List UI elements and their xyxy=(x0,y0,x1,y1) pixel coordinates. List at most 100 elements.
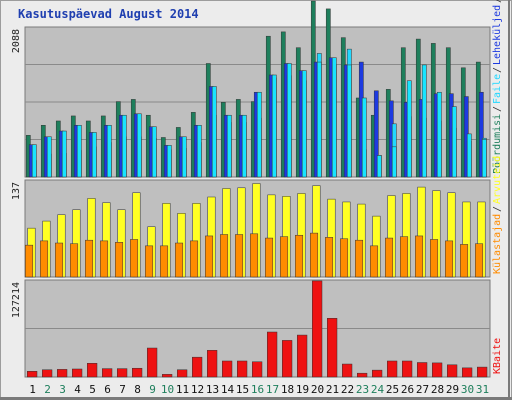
bar-top-Leheküljed-day-3 xyxy=(61,130,67,178)
chart-title: Kasutuspäevad August 2014 xyxy=(18,7,199,21)
x-tick-label-day-31: 31 xyxy=(476,383,489,396)
legend-top-separator-0: / xyxy=(492,106,503,112)
bar-top-Leheküljed-day-21 xyxy=(331,57,337,178)
bar-bottom-KBaite-day-2 xyxy=(42,369,53,378)
bar-top-Leheküljed-day-6 xyxy=(106,125,112,178)
bar-bottom-KBaite-day-21 xyxy=(327,318,338,378)
bar-bottom-KBaite-day-8 xyxy=(132,367,143,378)
x-tick-label-day-16: 16 xyxy=(251,383,264,396)
x-tick-label-day-15: 15 xyxy=(236,383,249,396)
bar-middle-Arvuteid-day-4 xyxy=(70,243,79,278)
x-tick-label-day-8: 8 xyxy=(134,383,141,396)
legend-middle-separator-0: / xyxy=(492,206,503,212)
bar-middle-Arvuteid-day-11 xyxy=(175,242,184,278)
bar-top-Leheküljed-day-10 xyxy=(166,145,172,178)
bar-top-Leheküljed-day-18 xyxy=(286,63,292,178)
x-tick-label-day-19: 19 xyxy=(296,383,309,396)
bar-top-Leheküljed-day-22 xyxy=(346,64,352,178)
bar-top-Leheküljed-day-4 xyxy=(76,125,82,178)
bar-middle-Arvuteid-day-24 xyxy=(370,245,379,278)
bar-bottom-KBaite-day-12 xyxy=(192,356,203,378)
bar-bottom-KBaite-day-25 xyxy=(387,360,398,378)
legend-top-0: Pöördumisi xyxy=(492,114,503,174)
bar-top-Leheküljed-day-9 xyxy=(151,126,157,178)
x-tick-label-day-28: 28 xyxy=(431,383,444,396)
bar-middle-Arvuteid-day-2 xyxy=(40,240,49,278)
bar-bottom-KBaite-day-3 xyxy=(57,369,68,378)
bar-top-Leheküljed-day-23 xyxy=(361,97,367,178)
bar-bottom-KBaite-day-30 xyxy=(462,367,473,378)
bar-middle-Arvuteid-day-7 xyxy=(115,242,124,278)
bar-top-Faile-day-31 xyxy=(478,91,484,178)
bar-bottom-KBaite-day-13 xyxy=(207,350,218,378)
bar-bottom-KBaite-day-22 xyxy=(342,363,353,378)
bar-middle-Arvuteid-day-9 xyxy=(145,245,154,278)
bar-middle-Arvuteid-day-19 xyxy=(295,234,304,278)
x-tick-label-day-9: 9 xyxy=(149,383,156,396)
bar-middle-Arvuteid-day-6 xyxy=(100,240,109,278)
bar-middle-Arvuteid-day-27 xyxy=(415,235,424,278)
bar-middle-Arvuteid-day-23 xyxy=(355,239,364,278)
x-tick-label-day-17: 17 xyxy=(266,383,279,396)
bar-middle-Arvuteid-day-5 xyxy=(85,239,94,278)
bar-top-Leheküljed-day-2 xyxy=(46,136,52,178)
x-tick-label-day-6: 6 xyxy=(104,383,111,396)
bar-middle-Arvuteid-day-10 xyxy=(160,245,169,278)
bar-top-Leheküljed-day-30 xyxy=(466,133,472,178)
legend-top-separator-1: / xyxy=(492,67,503,73)
x-tick-label-day-25: 25 xyxy=(386,383,399,396)
bar-middle-Arvuteid-day-18 xyxy=(280,236,289,278)
x-tick-label-day-26: 26 xyxy=(401,383,414,396)
x-tick-label-day-3: 3 xyxy=(59,383,66,396)
bar-middle-Arvuteid-day-16 xyxy=(250,233,259,278)
bar-bottom-KBaite-day-28 xyxy=(432,362,443,378)
bar-bottom-KBaite-day-5 xyxy=(87,363,98,378)
x-tick-label-day-5: 5 xyxy=(89,383,96,396)
bar-bottom-KBaite-day-1 xyxy=(27,371,38,378)
x-tick-label-day-30: 30 xyxy=(461,383,474,396)
legend-top-separator-2: / xyxy=(492,0,503,3)
bar-bottom-KBaite-day-27 xyxy=(417,362,428,378)
x-tick-label-day-1: 1 xyxy=(29,383,36,396)
x-tick-label-day-2: 2 xyxy=(44,383,51,396)
bar-top-Leheküljed-day-7 xyxy=(121,114,127,178)
bar-middle-Arvuteid-day-20 xyxy=(310,232,319,278)
bar-top-Leheküljed-day-11 xyxy=(181,136,187,178)
legend-bottom-0: KBaite xyxy=(492,338,503,374)
x-tick-label-day-13: 13 xyxy=(206,383,219,396)
bar-bottom-KBaite-day-7 xyxy=(117,368,128,378)
bar-bottom-KBaite-day-20 xyxy=(312,280,323,378)
x-tick-label-day-23: 23 xyxy=(356,383,369,396)
x-tick-label-day-27: 27 xyxy=(416,383,429,396)
bar-bottom-KBaite-day-18 xyxy=(282,340,293,378)
bar-bottom-KBaite-day-23 xyxy=(357,372,368,378)
bar-bottom-KBaite-day-4 xyxy=(72,368,83,378)
bar-middle-Arvuteid-day-29 xyxy=(445,240,454,278)
bar-middle-Arvuteid-day-12 xyxy=(190,240,199,278)
bar-bottom-KBaite-day-6 xyxy=(102,368,113,378)
bar-top-Leheküljed-day-29 xyxy=(451,106,457,178)
bar-bottom-KBaite-day-16 xyxy=(252,361,263,378)
bar-middle-Arvuteid-day-1 xyxy=(25,244,34,278)
panel-bottom-ymax-label: 127214 xyxy=(11,282,22,318)
legend-top-2: Leheküljed xyxy=(492,5,503,65)
bar-top-Leheküljed-day-12 xyxy=(196,125,202,178)
bar-bottom-KBaite-day-24 xyxy=(372,369,383,378)
bar-middle-Arvuteid-day-3 xyxy=(55,242,64,278)
x-tick-label-day-7: 7 xyxy=(119,383,126,396)
bar-top-Leheküljed-day-19 xyxy=(301,70,307,178)
bar-bottom-KBaite-day-29 xyxy=(447,364,458,378)
bar-top-Faile-day-24 xyxy=(373,90,379,178)
bar-top-Leheküljed-day-1 xyxy=(31,144,37,178)
bar-bottom-KBaite-day-10 xyxy=(162,374,173,378)
bar-bottom-KBaite-day-14 xyxy=(222,360,233,378)
bar-bottom-KBaite-day-31 xyxy=(477,366,488,378)
bar-top-Leheküljed-day-13 xyxy=(211,86,217,178)
bar-middle-Arvuteid-day-21 xyxy=(325,237,334,278)
bar-bottom-KBaite-day-17 xyxy=(267,331,278,378)
bar-middle-Arvuteid-day-30 xyxy=(460,244,469,278)
bar-middle-Arvuteid-day-25 xyxy=(385,237,394,278)
bar-top-Leheküljed-day-28 xyxy=(436,91,442,178)
bar-bottom-KBaite-day-9 xyxy=(147,347,158,378)
